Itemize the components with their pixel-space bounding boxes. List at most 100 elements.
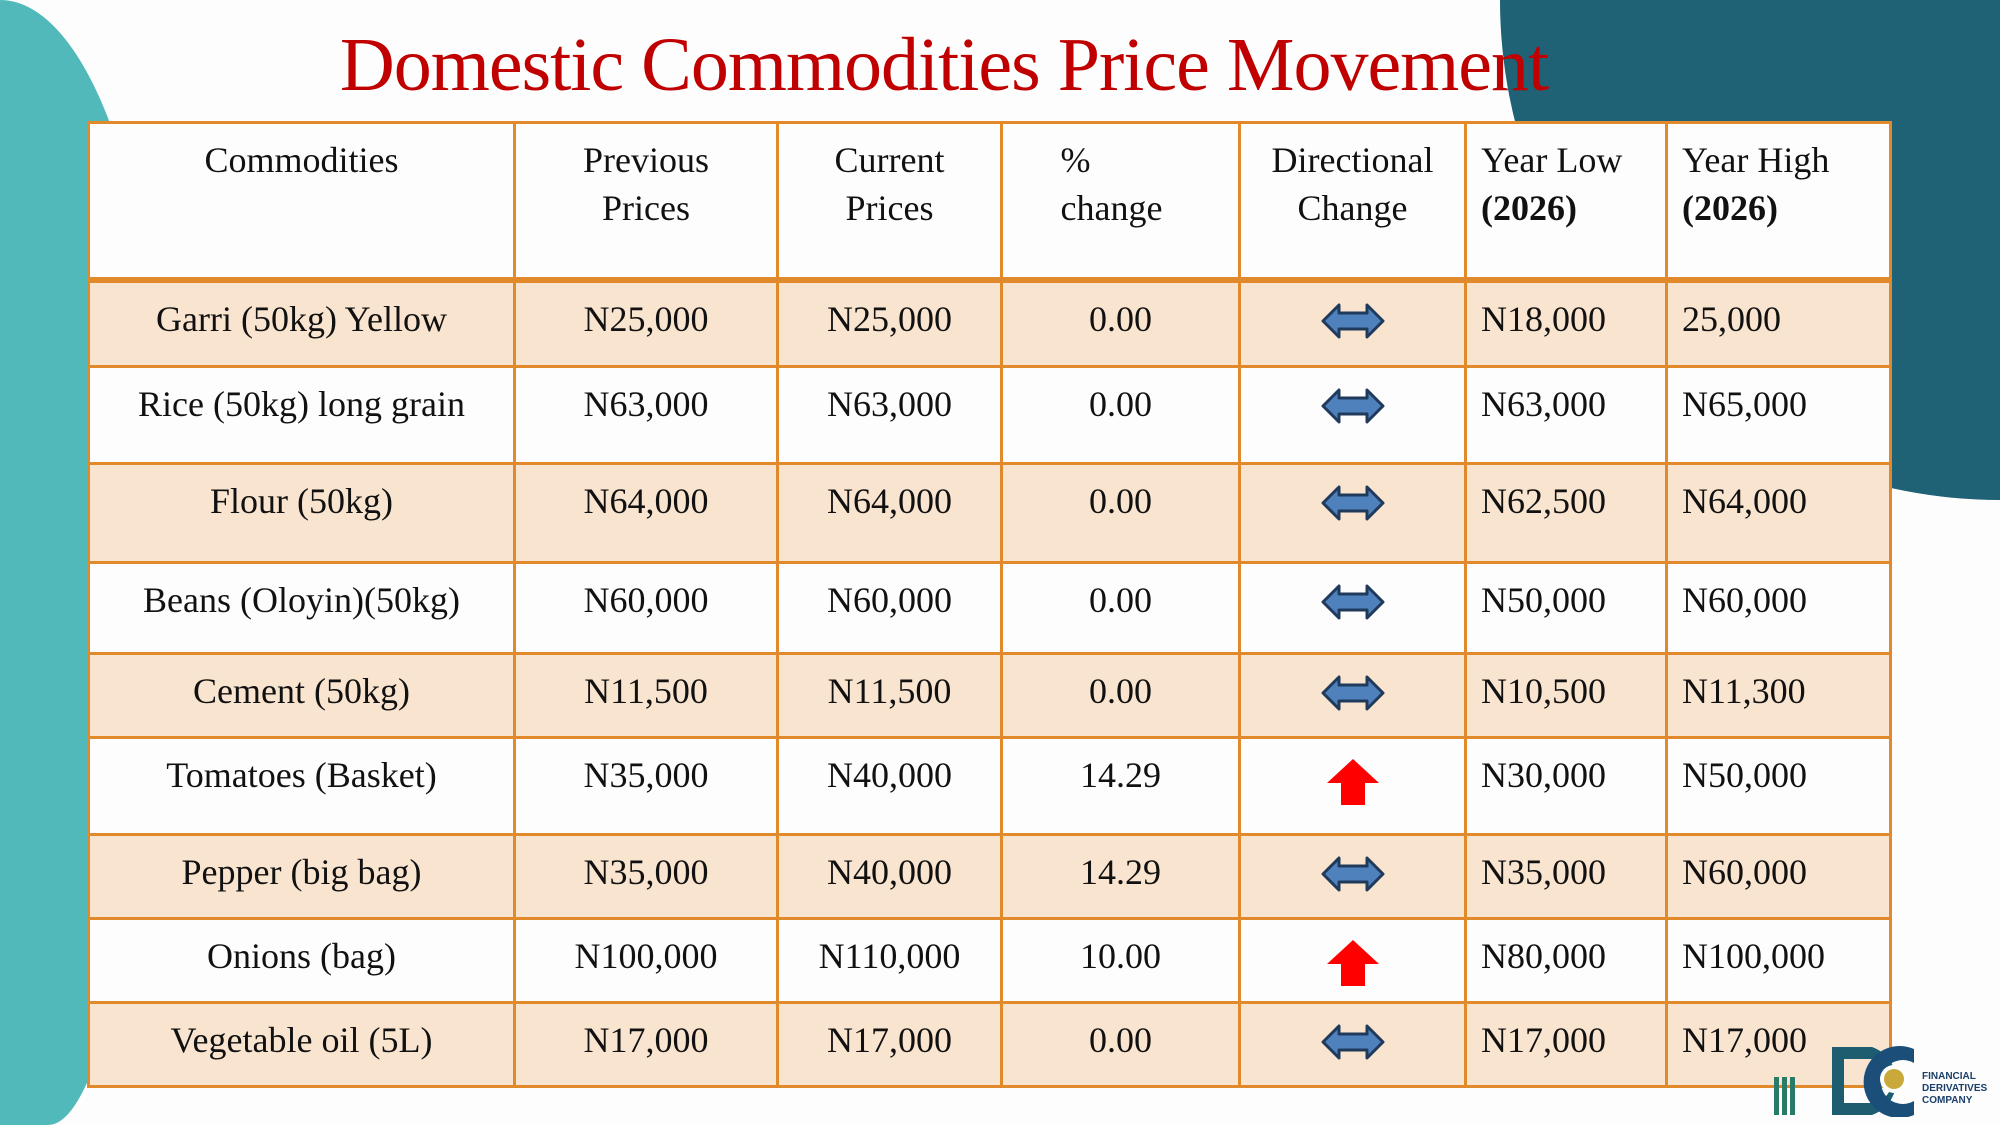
left-right-arrow-icon — [1321, 584, 1384, 620]
header-year-low: Year Low (2026) — [1464, 121, 1668, 283]
year-low: N17,000 — [1464, 1001, 1668, 1088]
year-low: N62,500 — [1464, 462, 1668, 564]
header-commodities: Commodities — [87, 121, 516, 283]
year-low: N63,000 — [1464, 365, 1668, 465]
left-right-arrow-icon — [1321, 485, 1384, 521]
directional-change — [1238, 462, 1467, 564]
directional-change — [1238, 278, 1467, 368]
table-row: Beans (Oloyin)(50kg) N60,000 N60,000 0.00 N5… — [87, 561, 1892, 655]
year-low: N50,000 — [1464, 561, 1668, 655]
year-high: N11,300 — [1665, 652, 1892, 739]
year-low: N30,000 — [1464, 736, 1668, 836]
year-high: N17,000 — [1665, 1001, 1892, 1088]
table-row: Flour (50kg) N64,000 N64,000 0.00 N62,500 N64… — [87, 462, 1892, 564]
previous-price: N11,500 — [513, 652, 779, 739]
percent-change: 0.00 — [1000, 365, 1241, 465]
header-row: Commodities Previous Prices Current Pric… — [87, 121, 1892, 283]
commodity-name: Onions (bag) — [87, 917, 516, 1004]
header-year-low-year: (2026) — [1481, 188, 1577, 228]
current-price: N63,000 — [776, 365, 1003, 465]
previous-price: N64,000 — [513, 462, 779, 564]
previous-price: N60,000 — [513, 561, 779, 655]
directional-change — [1238, 652, 1467, 739]
current-price: N25,000 — [776, 278, 1003, 368]
commodity-name: Vegetable oil (5L) — [87, 1001, 516, 1088]
current-price: N60,000 — [776, 561, 1003, 655]
previous-price: N25,000 — [513, 278, 779, 368]
header-current-prices: Current Prices — [776, 121, 1003, 283]
left-right-arrow-icon — [1321, 675, 1384, 711]
directional-change — [1238, 561, 1467, 655]
page-title: Domestic Commodities Price Movement — [339, 23, 1549, 107]
svg-text:DERIVATIVES: DERIVATIVES — [1922, 1083, 1988, 1094]
fdc-logo: FINANCIAL DERIVATIVES COMPANY — [1774, 1046, 1988, 1117]
directional-change — [1238, 736, 1467, 836]
header-current-label: Current Prices — [834, 140, 945, 228]
percent-change: 0.00 — [1000, 561, 1241, 655]
percent-change: 0.00 — [1000, 652, 1241, 739]
header-pct-label: % change — [1060, 140, 1163, 228]
year-high: N100,000 — [1665, 917, 1892, 1004]
svg-text:COMPANY: COMPANY — [1922, 1095, 1973, 1106]
header-year-high-year: (2026) — [1682, 188, 1778, 228]
commodity-name: Beans (Oloyin)(50kg) — [87, 561, 516, 655]
directional-change — [1238, 917, 1467, 1004]
left-right-arrow-icon — [1321, 856, 1384, 892]
commodity-name: Tomatoes (Basket) — [87, 736, 516, 836]
table-row: Cement (50kg) N11,500 N11,500 0.00 N10,500 N1… — [87, 652, 1892, 739]
year-low: N10,500 — [1464, 652, 1668, 739]
previous-price: N35,000 — [513, 736, 779, 836]
percent-change: 0.00 — [1000, 278, 1241, 368]
header-year-low-label: Year Low — [1481, 140, 1623, 180]
header-previous-prices: Previous Prices — [513, 121, 779, 283]
percent-change: 0.00 — [1000, 1001, 1241, 1088]
year-low: N18,000 — [1464, 278, 1668, 368]
percent-change: 14.29 — [1000, 736, 1241, 836]
left-right-arrow-icon — [1321, 1024, 1384, 1060]
price-table: Commodities Previous Prices Current Pric… — [87, 121, 1892, 1088]
year-high: 25,000 — [1665, 278, 1892, 368]
commodity-name: Pepper (big bag) — [87, 833, 516, 920]
percent-change: 10.00 — [1000, 917, 1241, 1004]
previous-price: N35,000 — [513, 833, 779, 920]
year-high: N50,000 — [1665, 736, 1892, 836]
previous-price: N17,000 — [513, 1001, 779, 1088]
current-price: N64,000 — [776, 462, 1003, 564]
current-price: N110,000 — [776, 917, 1003, 1004]
current-price: N17,000 — [776, 1001, 1003, 1088]
year-high: N60,000 — [1665, 833, 1892, 920]
current-price: N40,000 — [776, 833, 1003, 920]
commodity-name: Garri (50kg) Yellow — [87, 278, 516, 368]
svg-text:FINANCIAL: FINANCIAL — [1922, 1071, 1976, 1082]
directional-change — [1238, 1001, 1467, 1088]
directional-change — [1238, 833, 1467, 920]
year-low: N80,000 — [1464, 917, 1668, 1004]
year-high: N65,000 — [1665, 365, 1892, 465]
left-right-arrow-icon — [1321, 303, 1384, 338]
previous-price: N63,000 — [513, 365, 779, 465]
previous-price: N100,000 — [513, 917, 779, 1004]
year-high: N60,000 — [1665, 561, 1892, 655]
current-price: N40,000 — [776, 736, 1003, 836]
table-row: Vegetable oil (5L) N17,000 N17,000 0.00 N17,… — [87, 1001, 1892, 1088]
header-previous-label: Previous Prices — [583, 140, 709, 228]
commodity-name: Cement (50kg) — [87, 652, 516, 739]
up-arrow-icon — [1326, 759, 1379, 805]
left-right-arrow-icon — [1321, 388, 1384, 424]
table-row: Rice (50kg) long grain N63,000 N63,000 0.00… — [87, 365, 1892, 465]
percent-change: 0.00 — [1000, 462, 1241, 564]
year-low: N35,000 — [1464, 833, 1668, 920]
year-high: N64,000 — [1665, 462, 1892, 564]
commodity-name: Rice (50kg) long grain — [87, 365, 516, 465]
up-arrow-icon — [1326, 940, 1379, 986]
percent-change: 14.29 — [1000, 833, 1241, 920]
commodity-name: Flour (50kg) — [87, 462, 516, 564]
header-year-high-label: Year High — [1682, 140, 1830, 180]
table-row: Garri (50kg) Yellow N25,000 N25,000 0.00 N18… — [87, 278, 1892, 368]
table-row: Pepper (big bag) N35,000 N40,000 14.29 N35,0… — [87, 833, 1892, 920]
current-price: N11,500 — [776, 652, 1003, 739]
directional-change — [1238, 365, 1467, 465]
header-percent-change: % change — [1000, 121, 1241, 283]
header-directional-change: Directional Change — [1238, 121, 1467, 283]
header-year-high: Year High (2026) — [1665, 121, 1892, 283]
